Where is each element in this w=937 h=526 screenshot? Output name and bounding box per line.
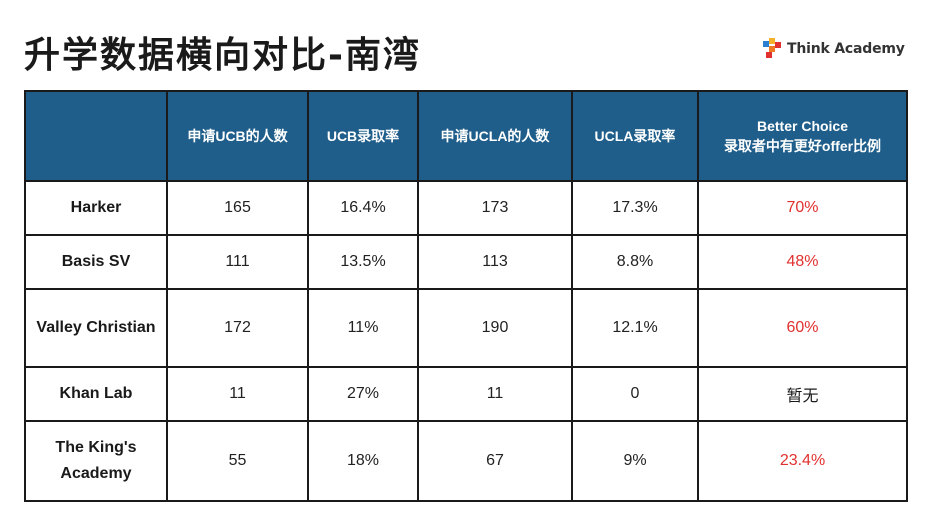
table-row: Basis SV 111 13.5% 113 8.8% 48%	[24, 234, 908, 290]
table-row: Valley Christian 172 11% 190 12.1% 60%	[24, 288, 908, 368]
table-row: Harker 165 16.4% 173 17.3% 70%	[24, 180, 908, 236]
header-cell-ucla-applicants: 申请UCLA的人数	[417, 90, 573, 182]
admission-comparison-table: 申请UCB的人数 UCB录取率 申请UCLA的人数 UCLA录取率 Better…	[24, 90, 908, 502]
header-cell-ucb-applicants: 申请UCB的人数	[166, 90, 309, 182]
table-row: The King's Academy 55 18% 67 9% 23.4%	[24, 420, 908, 502]
ucb-rate-cell: 18%	[307, 420, 419, 502]
school-name-cell: Khan Lab	[24, 366, 168, 422]
ucla-rate-cell: 17.3%	[571, 180, 699, 236]
ucb-rate-cell: 11%	[307, 288, 419, 368]
ucb-applicants-cell: 11	[166, 366, 309, 422]
ucb-applicants-cell: 55	[166, 420, 309, 502]
better-choice-cell: 暂无	[697, 366, 908, 422]
ucla-applicants-cell: 173	[417, 180, 573, 236]
ucla-applicants-cell: 67	[417, 420, 573, 502]
ucla-applicants-cell: 113	[417, 234, 573, 290]
header-better-choice-line1: Better Choice	[756, 118, 849, 134]
header-cell-ucb-rate: UCB录取率	[307, 90, 419, 182]
ucb-rate-cell: 13.5%	[307, 234, 419, 290]
ucb-applicants-cell: 165	[166, 180, 309, 236]
ucla-rate-cell: 12.1%	[571, 288, 699, 368]
ucb-applicants-cell: 111	[166, 234, 309, 290]
think-academy-logo: Think Academy	[763, 38, 905, 60]
ucla-applicants-cell: 190	[417, 288, 573, 368]
header-better-choice-line2: 录取者中有更好offer比例	[723, 138, 882, 154]
ucla-rate-cell: 0	[571, 366, 699, 422]
logo-text: Think Academy	[787, 41, 905, 57]
school-name-cell: Harker	[24, 180, 168, 236]
better-choice-cell: 48%	[697, 234, 908, 290]
ucla-applicants-cell: 11	[417, 366, 573, 422]
ucb-applicants-cell: 172	[166, 288, 309, 368]
table-row: Khan Lab 11 27% 11 0 暂无	[24, 366, 908, 422]
school-name-cell: Valley Christian	[24, 288, 168, 368]
ucb-rate-cell: 16.4%	[307, 180, 419, 236]
page-title: 升学数据横向对比-南湾	[24, 35, 421, 76]
header-cell-school	[24, 90, 168, 182]
school-name-cell: The King's Academy	[24, 420, 168, 502]
better-choice-cell: 70%	[697, 180, 908, 236]
better-choice-cell: 60%	[697, 288, 908, 368]
ucb-rate-cell: 27%	[307, 366, 419, 422]
school-name-cell: Basis SV	[24, 234, 168, 290]
think-academy-logo-icon	[763, 38, 781, 58]
ucla-rate-cell: 8.8%	[571, 234, 699, 290]
header-cell-better-choice: Better Choice 录取者中有更好offer比例	[697, 90, 908, 182]
better-choice-cell: 23.4%	[697, 420, 908, 502]
header-cell-ucla-rate: UCLA录取率	[571, 90, 699, 182]
table-header-row: 申请UCB的人数 UCB录取率 申请UCLA的人数 UCLA录取率 Better…	[24, 90, 908, 182]
ucla-rate-cell: 9%	[571, 420, 699, 502]
